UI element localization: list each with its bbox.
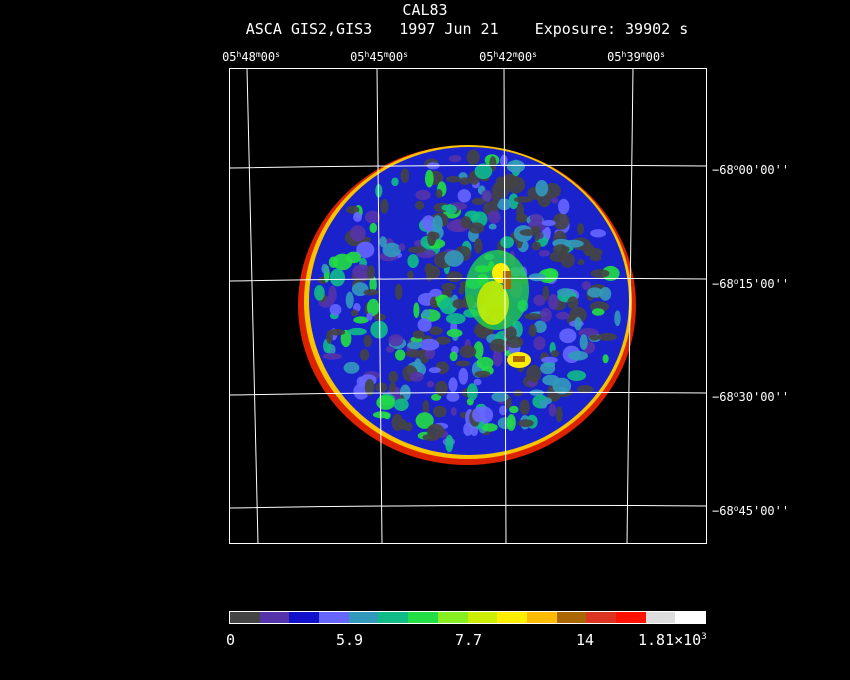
colorbar-swatch <box>230 612 260 623</box>
colorbar-swatch <box>437 612 468 623</box>
colorbar-label-3: 14 <box>576 631 595 649</box>
colorbar-swatch <box>319 612 349 623</box>
colorbar-swatch <box>615 612 646 623</box>
colorbar-swatch <box>497 612 527 623</box>
image-title: CAL83 <box>402 1 448 19</box>
colorbar-swatch <box>378 612 409 623</box>
dec-label-2: −68o15'00'' <box>712 277 790 291</box>
ra-label-2: 05h45m00s <box>350 50 408 64</box>
detector-field <box>298 145 636 465</box>
colorbar-label-1: 5.9 <box>336 631 364 649</box>
colorbar-swatch <box>526 612 557 623</box>
colorbar-swatch <box>289 612 320 623</box>
colorbar-swatch <box>259 612 290 623</box>
colorbar-swatch <box>586 612 616 623</box>
colorbar-swatch <box>645 612 676 623</box>
plot-frame <box>229 68 707 544</box>
colorbar <box>229 611 706 624</box>
colorbar-swatch <box>556 612 587 623</box>
colorbar-swatch <box>467 612 498 623</box>
dec-label-4: −68o45'00'' <box>712 504 790 518</box>
ra-label-1: 05h48m00s <box>222 50 280 64</box>
dec-label-3: −68o30'00'' <box>712 390 790 404</box>
xray-sky-image <box>229 68 707 544</box>
coordinate-grid <box>229 68 707 544</box>
colorbar-swatch <box>348 612 379 623</box>
image-subtitle: ASCA GIS2,GIS3 1997 Jun 21 Exposure: 399… <box>245 20 689 38</box>
ra-label-4: 05h39m00s <box>607 50 665 64</box>
colorbar-label-max: 1.81×103 <box>638 631 707 649</box>
ra-label-3: 05h42m00s <box>479 50 537 64</box>
colorbar-swatch <box>408 612 438 623</box>
dec-label-1: −68o00'00'' <box>712 163 790 177</box>
colorbar-label-0: 0 <box>226 631 236 649</box>
colorbar-label-2: 7.7 <box>455 631 483 649</box>
colorbar-swatch <box>675 612 705 623</box>
